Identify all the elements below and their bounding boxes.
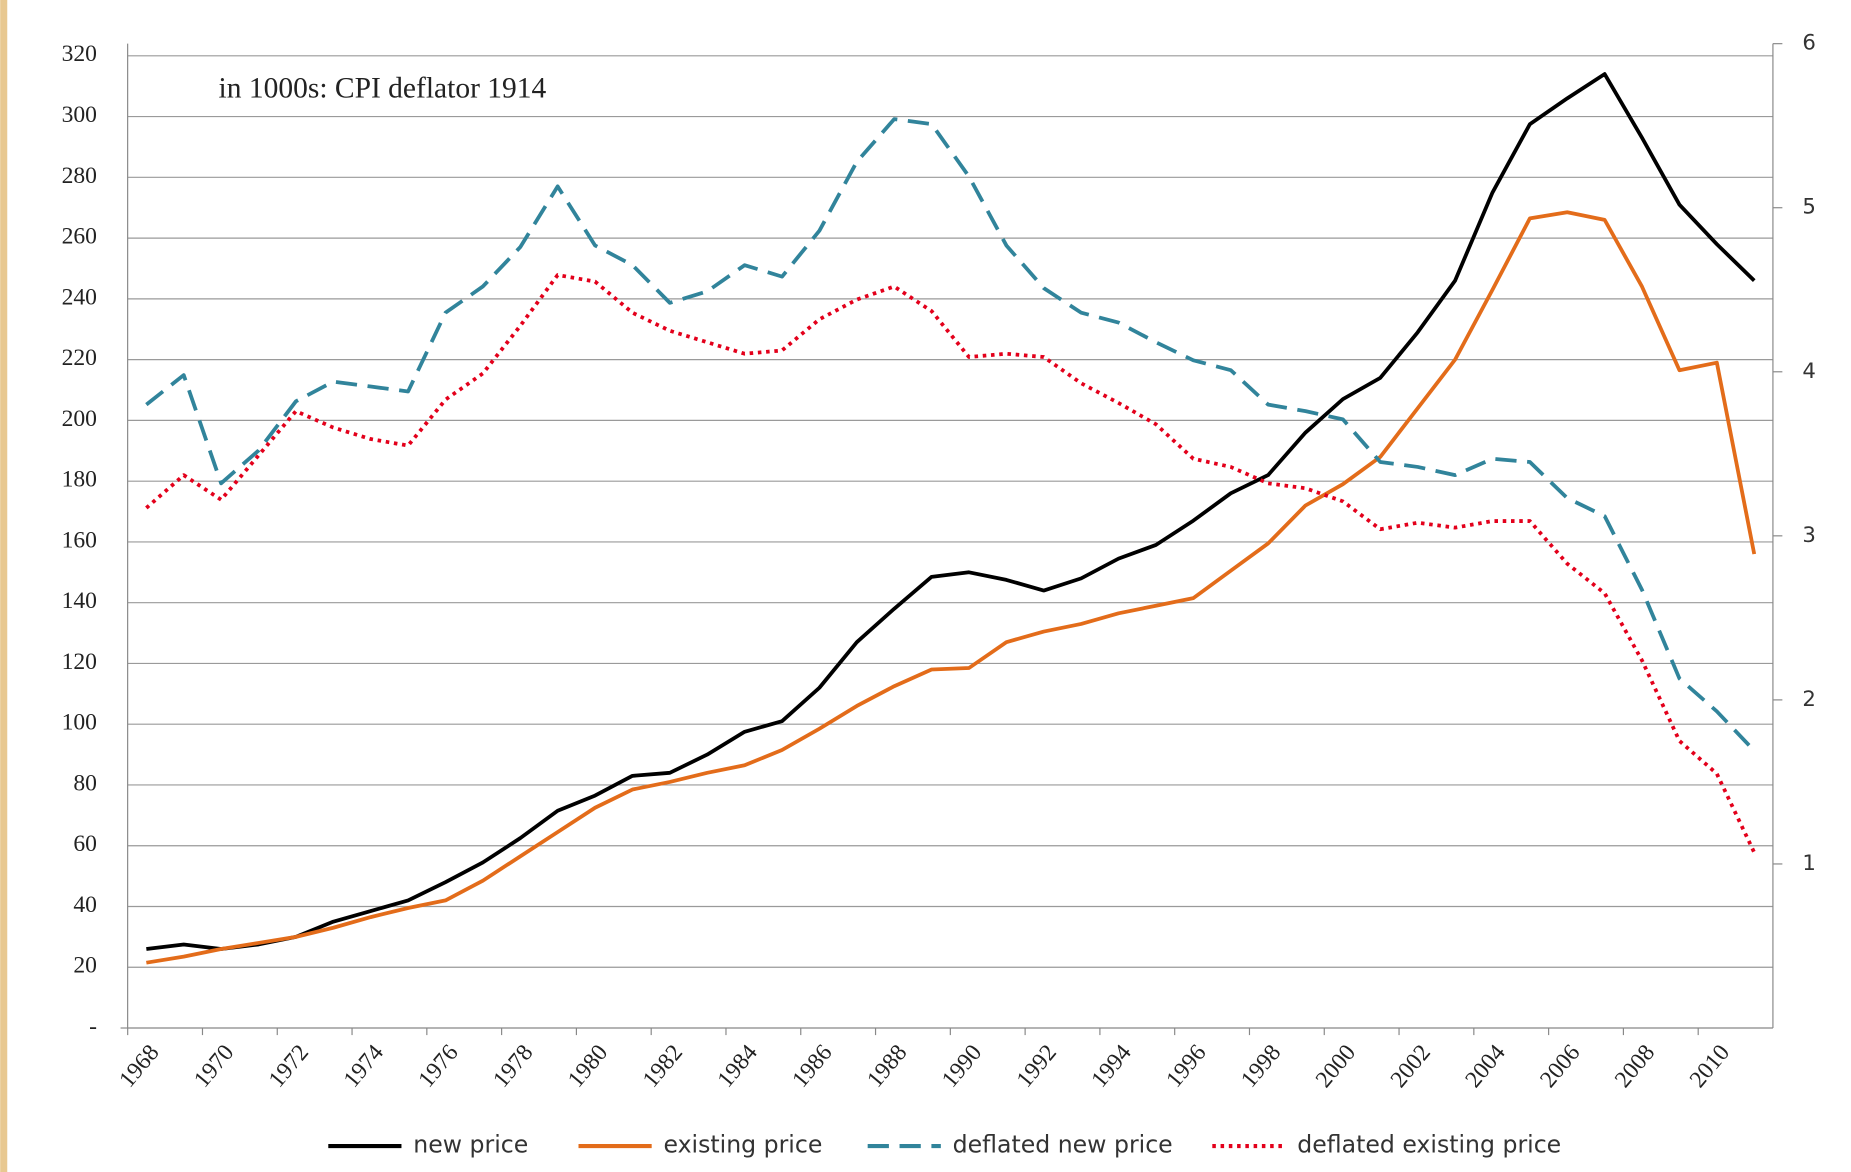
y-tick-label: 180	[62, 467, 97, 493]
y-tick-label: 40	[73, 892, 97, 918]
y-tick-label: 300	[62, 102, 97, 128]
y-tick-label: 80	[73, 770, 97, 796]
y-tick-label: 140	[62, 588, 97, 614]
left-edge	[0, 0, 8, 1172]
y-tick-label: 320	[62, 41, 97, 67]
y-tick-label: 240	[62, 284, 97, 310]
y-tick-label: 100	[62, 710, 97, 736]
y-tick-label: 220	[62, 345, 97, 371]
y2-tick-label: 5	[1802, 195, 1816, 220]
y2-tick-label: 1	[1802, 851, 1816, 876]
y-tick-label: 160	[62, 527, 97, 553]
y2-tick-label: 6	[1802, 31, 1816, 56]
legend-label: new price	[413, 1131, 528, 1159]
series-line	[146, 72, 1756, 951]
legend-label: deflated existing price	[1297, 1131, 1561, 1159]
legend-label: existing price	[663, 1131, 822, 1159]
annotation: in 1000s: CPI deflator 1914	[219, 73, 547, 105]
legend-label: deflated new price	[953, 1131, 1173, 1159]
y-tick-label: 260	[62, 224, 97, 250]
y-tick-label: 280	[62, 163, 97, 189]
y2-tick-label: 4	[1802, 359, 1816, 384]
y2-tick-label: 3	[1802, 523, 1816, 548]
series-line	[146, 210, 1757, 965]
y-tick-label: 200	[62, 406, 97, 432]
y-tick-label: 120	[62, 649, 97, 675]
y-tick-label: -	[89, 1013, 97, 1039]
y2-tick-label: 2	[1802, 687, 1816, 712]
y-tick-label: 60	[73, 831, 97, 857]
y-tick-label: 20	[73, 953, 97, 979]
